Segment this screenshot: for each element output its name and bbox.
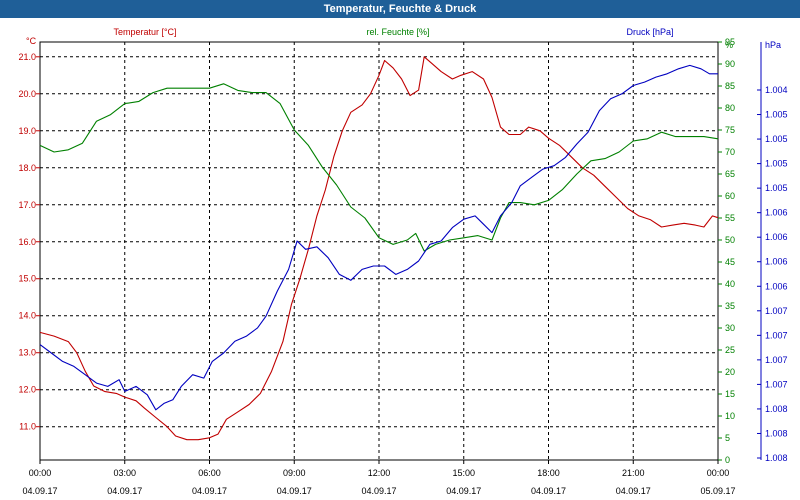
- pressure-tick-label: 1.008: [765, 453, 788, 463]
- humidity-axis-unit: %: [725, 40, 733, 50]
- humidity-tick-label: 45: [725, 257, 735, 267]
- pressure-tick-label: 1.007: [765, 355, 788, 365]
- x-tick-date: 04.09.17: [107, 486, 142, 496]
- x-tick-date: 04.09.17: [531, 486, 566, 496]
- humidity-tick-label: 55: [725, 213, 735, 223]
- x-tick-date: 04.09.17: [277, 486, 312, 496]
- pressure-axis-unit: hPa: [765, 40, 781, 50]
- temperature-series-line: [39, 56, 719, 441]
- x-tick-time: 00:00: [29, 468, 52, 478]
- temperature-tick-label: 15.0: [18, 274, 36, 284]
- x-tick-time: 12:00: [368, 468, 391, 478]
- x-tick-date: 04.09.17: [192, 486, 227, 496]
- temperature-tick-label: 12.0: [18, 385, 36, 395]
- humidity-tick-label: 70: [725, 147, 735, 157]
- temperature-tick-label: 19.0: [18, 126, 36, 136]
- x-tick-date: 04.09.17: [446, 486, 481, 496]
- humidity-tick-label: 80: [725, 103, 735, 113]
- humidity-axis-label: rel. Feuchte [%]: [366, 27, 429, 37]
- pressure-tick-label: 1.005: [765, 134, 788, 144]
- humidity-tick-label: 90: [725, 59, 735, 69]
- pressure-axis: 1.004 1.005 1.005 1.005 1.005 1.006 1.006 1.006…: [757, 85, 788, 463]
- grid-lines: [40, 42, 718, 460]
- x-tick-date: 04.09.17: [616, 486, 651, 496]
- humidity-tick-label: 20: [725, 367, 735, 377]
- temperature-tick-label: 21.0: [18, 52, 36, 62]
- humidity-tick-label: 15: [725, 389, 735, 399]
- x-tick-time: 06:00: [198, 468, 221, 478]
- humidity-tick-label: 60: [725, 191, 735, 201]
- x-tick-time: 21:00: [622, 468, 645, 478]
- temperature-axis-unit: °C: [26, 36, 37, 46]
- x-tick-date: 05.09.17: [700, 486, 735, 496]
- humidity-tick-label: 25: [725, 345, 735, 355]
- humidity-tick-label: 5: [725, 433, 730, 443]
- pressure-tick-label: 1.005: [765, 183, 788, 193]
- pressure-axis-label: Druck [hPa]: [626, 27, 673, 37]
- x-tick-time: 03:00: [113, 468, 136, 478]
- pressure-tick-label: 1.006: [765, 257, 788, 267]
- x-tick-time: 15:00: [452, 468, 475, 478]
- pressure-tick-label: 1.004: [765, 85, 788, 95]
- x-tick-date: 04.09.17: [361, 486, 396, 496]
- pressure-tick-label: 1.006: [765, 281, 788, 291]
- humidity-tick-label: 0: [725, 455, 730, 465]
- pressure-tick-label: 1.006: [765, 208, 788, 218]
- humidity-tick-label: 85: [725, 81, 735, 91]
- humidity-tick-label: 75: [725, 125, 735, 135]
- temperature-tick-label: 20.0: [18, 89, 36, 99]
- time-axis: 00:00 04.09.17 03:00 04.09.17 06:00 04.09.17 0…: [22, 460, 736, 496]
- temperature-tick-label: 14.0: [18, 311, 36, 321]
- pressure-tick-label: 1.008: [765, 404, 788, 414]
- humidity-tick-label: 10: [725, 411, 735, 421]
- x-tick-time: 00:00: [707, 468, 730, 478]
- temperature-tick-label: 18.0: [18, 163, 36, 173]
- humidity-axis: 0 5 10 15 20 25 30 35 40 45 50 55 60 65 70 75 80 85 90 95: [718, 37, 735, 465]
- humidity-tick-label: 35: [725, 301, 735, 311]
- pressure-tick-label: 1.007: [765, 330, 788, 340]
- humidity-tick-label: 30: [725, 323, 735, 333]
- pressure-tick-label: 1.005: [765, 159, 788, 169]
- pressure-tick-label: 1.007: [765, 379, 788, 389]
- pressure-tick-label: 1.005: [765, 110, 788, 120]
- series-layer: [39, 56, 719, 441]
- x-tick-time: 09:00: [283, 468, 306, 478]
- pressure-tick-label: 1.007: [765, 306, 788, 316]
- humidity-tick-label: 50: [725, 235, 735, 245]
- x-tick-date: 04.09.17: [22, 486, 57, 496]
- x-tick-time: 18:00: [537, 468, 560, 478]
- humidity-tick-label: 65: [725, 169, 735, 179]
- humidity-tick-label: 40: [725, 279, 735, 289]
- humidity-tick-label: 95: [725, 37, 735, 47]
- humidity-series-line: [39, 83, 719, 252]
- chart: 11.0 12.0 13.0 14.0 15.0 16.0 17.0 18.0 19.0 20.0…: [18, 27, 788, 496]
- pressure-tick-label: 1.006: [765, 232, 788, 242]
- temperature-tick-label: 13.0: [18, 348, 36, 358]
- pressure-tick-label: 1.008: [765, 428, 788, 438]
- temperature-tick-label: 17.0: [18, 200, 36, 210]
- window-title: Temperatur, Feuchte & Druck: [0, 0, 800, 18]
- pressure-series-line: [39, 64, 718, 411]
- temperature-axis-label: Temperatur [°C]: [113, 27, 176, 37]
- temperature-axis: 11.0 12.0 13.0 14.0 15.0 16.0 17.0 18.0 19.0 20.0…: [18, 52, 40, 432]
- temperature-tick-label: 16.0: [18, 237, 36, 247]
- temperature-tick-label: 11.0: [19, 422, 36, 432]
